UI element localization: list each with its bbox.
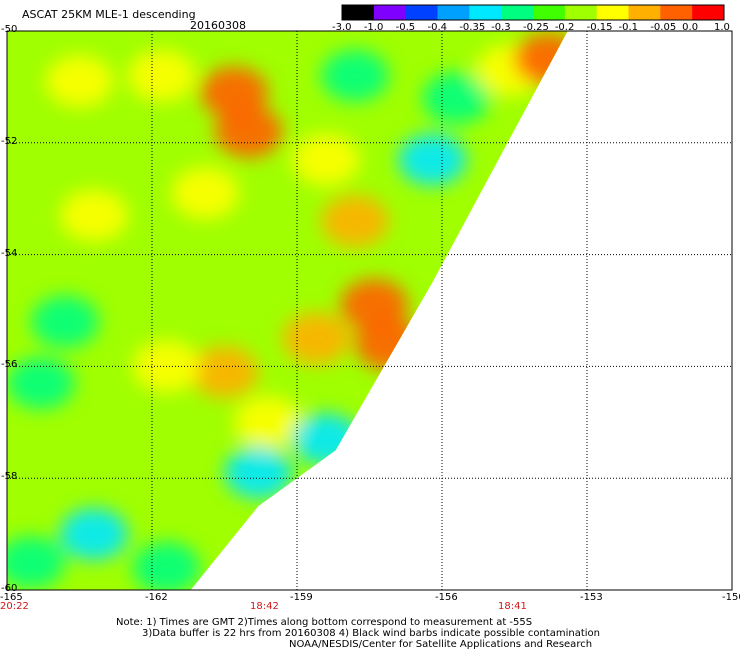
colorbar-segment [437,5,470,20]
colorbar-segment [533,5,566,20]
colorbar-segment [564,5,598,20]
data-cell [45,55,114,108]
data-cell [398,133,467,186]
y-tick-label: -54 [1,247,18,259]
x-tick-label: -153 [580,592,603,603]
data-cell [224,446,293,499]
colorbar-tick-label: -0.35 [459,22,486,33]
time-label-mid: 18:42 [250,601,279,612]
plot-frame [6,30,733,591]
colorbar-tick-label: -0.25 [523,22,549,33]
colorbar-segment [501,5,534,20]
data-cell [340,278,409,331]
colorbar-tick-label: -0.2 [554,22,575,33]
colorbar-segment [342,5,375,20]
colorbar-tick-label: 1.0 [714,22,730,33]
time-label-right: 18:41 [498,601,527,612]
colorbar-tick-label: -0.15 [586,22,613,33]
data-cell [31,295,99,348]
data-cell [234,396,302,449]
colorbar-segment [628,5,661,20]
colorbar-tick-label: -0.4 [427,22,448,33]
colorbar-frame [341,4,725,21]
data-cell [214,105,283,158]
data-cell [7,357,75,410]
data-cell [7,536,66,589]
time-label-left: 20:22 [0,601,29,612]
colorbar-segment [373,5,407,20]
y-tick-label: -52 [1,135,18,147]
data-cell [292,413,360,466]
y-tick-label: -50 [1,24,18,35]
x-tick-label: -150 [722,592,740,603]
x-tick-label: -162 [145,592,168,603]
data-cell [200,66,269,119]
data-cell [292,133,360,186]
data-cell [171,167,240,220]
data-cell [190,345,259,398]
colorbar-segment [692,5,725,20]
colorbar-tick-label: -0.3 [491,22,511,33]
colorbar-tick-label: -1.0 [363,22,384,33]
chart-date: 20160308 [190,19,246,32]
data-cell [422,72,491,125]
data-cell [354,318,423,371]
colorbar-segment [405,5,438,20]
y-tick-label: -58 [1,471,18,483]
note-line-1: Note: 1) Times are GMT 2)Times along bot… [116,617,533,628]
data-cell [321,195,389,248]
colorbar-segment [469,5,502,20]
data-cell [282,312,351,365]
colorbar-tick-label: 0.0 [682,22,699,33]
note-line-3: NOAA/NESDIS/Center for Satellite Applica… [289,639,593,650]
x-tick-label: -165 [0,592,23,603]
colorbar-tick-label: -0.1 [618,22,639,33]
swath-data [7,31,568,590]
colorbar-segment [596,5,629,20]
data-cell [514,32,568,85]
data-cell [132,541,201,590]
colorbar-segment [660,5,693,20]
note-line-2: 3)Data buffer is 22 hrs from 20160308 4)… [142,628,600,639]
colorbar-tick-label: -3.0 [332,22,352,33]
data-cell [127,49,196,102]
x-tick-label: -159 [290,592,313,603]
colorbar-tick-label: -0.05 [650,22,677,33]
x-tick-label: -156 [435,592,458,603]
chart-title: ASCAT 25KM MLE-1 descending [22,8,196,21]
data-cell [60,508,128,561]
data-cell [321,49,389,102]
data-cell [60,189,128,242]
colorbar-tick-label: -0.5 [395,22,416,33]
y-tick-label: -56 [1,359,18,371]
y-tick-label: -60 [1,583,18,594]
